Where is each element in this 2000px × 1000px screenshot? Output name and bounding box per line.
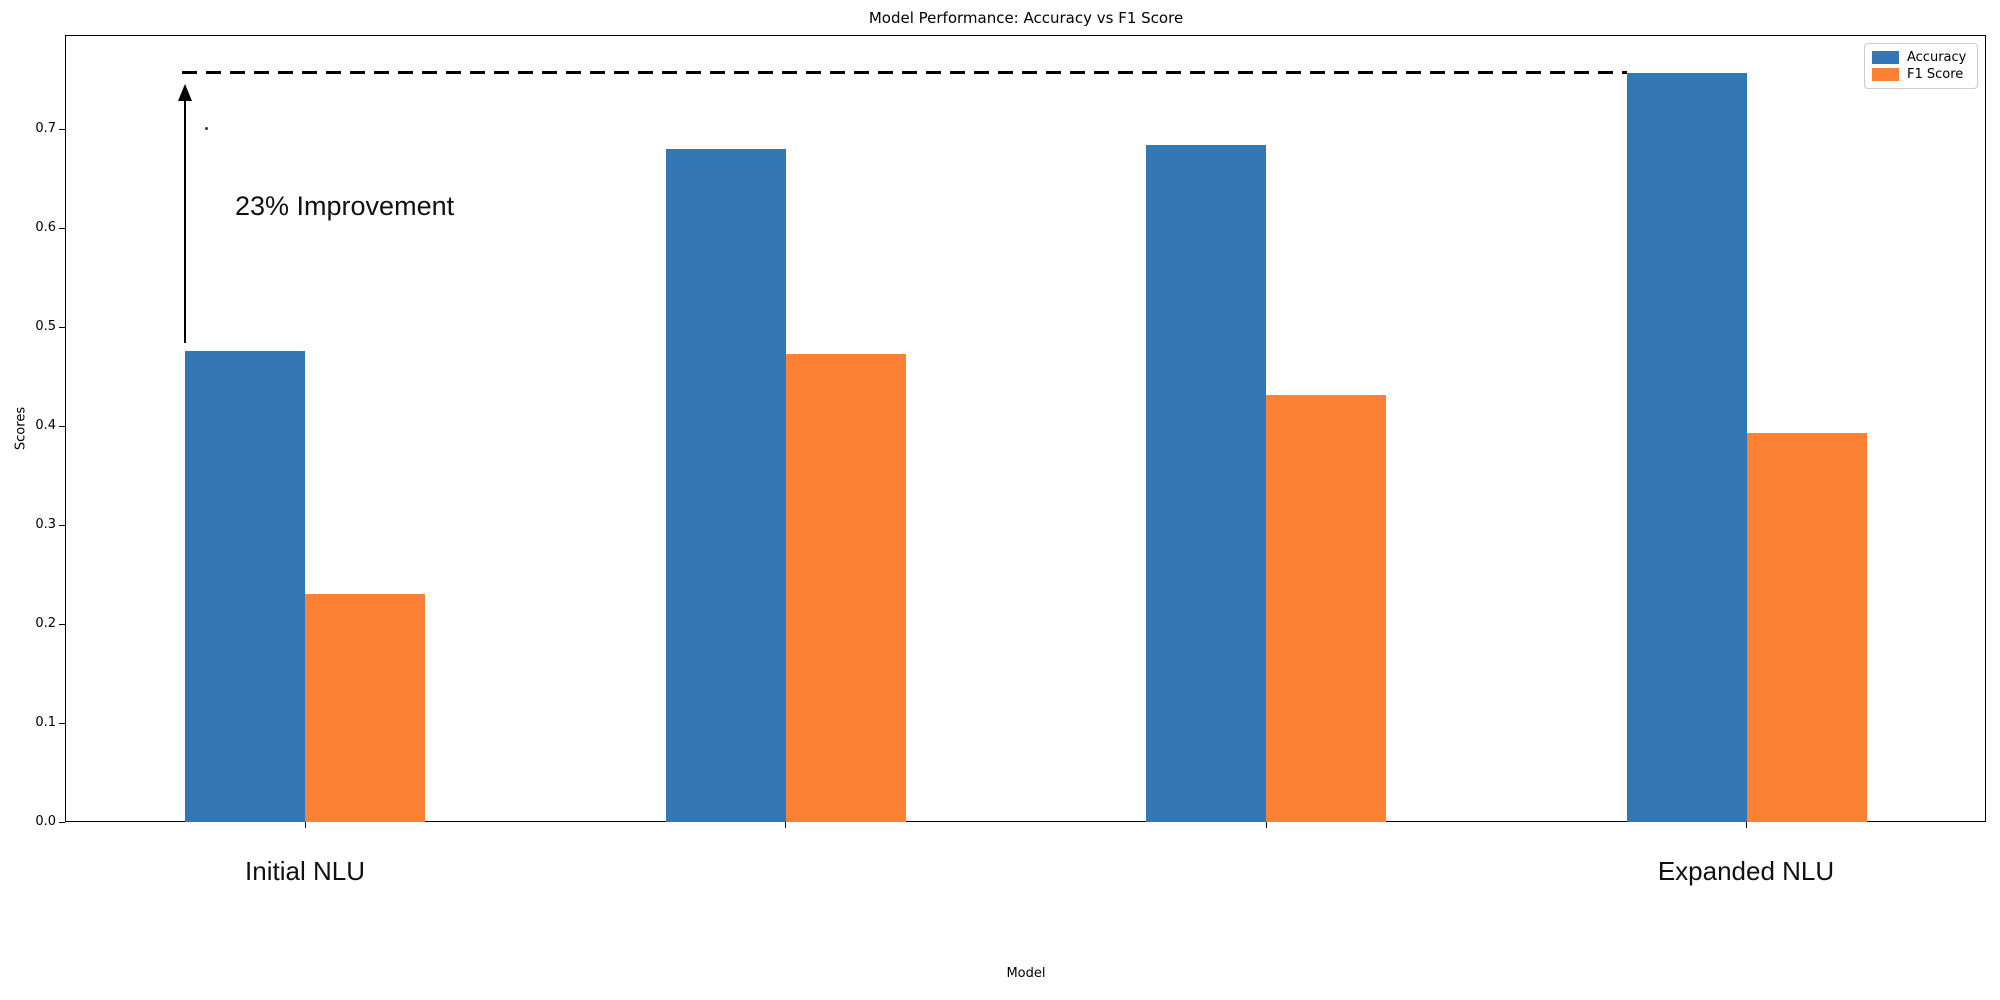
x-tick-mark (304, 822, 306, 828)
y-tick-mark (59, 524, 65, 526)
threshold-dashed-line (182, 71, 1627, 75)
y-tick-label: 0.2 (35, 616, 56, 631)
accuracy-bar (665, 148, 786, 822)
x-tick-label-initial-nlu: Initial NLU (245, 856, 365, 886)
improvement-arrow-shaft (184, 97, 187, 343)
accuracy-bar (185, 350, 306, 822)
y-tick-label: 0.5 (35, 319, 56, 335)
y-tick-mark (59, 623, 65, 625)
annotation-dot (205, 127, 209, 131)
legend-label-f1-score: F1 Score (1907, 67, 1964, 82)
y-tick-mark (59, 821, 65, 823)
y-tick-label: 0.6 (35, 220, 56, 236)
f1-bar (1266, 395, 1387, 822)
y-tick-label: 0.3 (35, 517, 56, 533)
x-tick-mark (785, 822, 787, 828)
legend-label-accuracy: Accuracy (1907, 50, 1967, 65)
accuracy-bar (1626, 72, 1747, 822)
legend-item-f1-score: F1 Score (1872, 66, 1970, 83)
legend: Accuracy F1 Score (1864, 43, 1978, 89)
y-tick-label: 0.1 (35, 715, 56, 730)
f1-score-swatch-icon (1872, 68, 1899, 81)
y-tick-mark (59, 326, 65, 328)
improvement-annotation: 23% Improvement (235, 191, 455, 221)
f1-bar (305, 594, 426, 822)
y-tick-label: 0.7 (35, 121, 56, 137)
y-tick-mark (59, 227, 65, 229)
y-axis-title: Scores (13, 406, 29, 451)
x-tick-mark (1746, 822, 1748, 828)
y-tick-label: 0.0 (35, 814, 56, 829)
legend-item-accuracy: Accuracy (1872, 49, 1970, 66)
accuracy-bar (1146, 144, 1267, 822)
x-axis-title: Model (1006, 966, 1046, 981)
f1-bar (1746, 432, 1867, 822)
x-tick-mark (1265, 822, 1267, 828)
y-tick-mark (59, 425, 65, 427)
accuracy-swatch-icon (1872, 51, 1899, 64)
f1-bar (785, 353, 906, 822)
chart-title: Model Performance: Accuracy vs F1 Score (868, 9, 1184, 27)
x-tick-label-expanded-nlu: Expanded NLU (1657, 856, 1835, 886)
y-tick-mark (59, 722, 65, 724)
improvement-arrow-head-icon (178, 84, 193, 102)
y-tick-mark (59, 128, 65, 130)
y-tick-label: 0.4 (35, 418, 56, 434)
